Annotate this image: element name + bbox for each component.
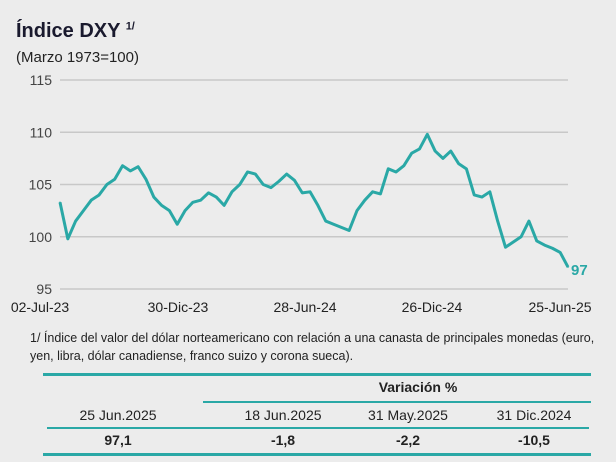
data-point — [442, 157, 444, 160]
data-point — [82, 209, 85, 212]
data-point — [246, 171, 249, 173]
y-tick-label: 105 — [29, 177, 53, 193]
data-point — [145, 178, 147, 181]
end-value-label: 97 — [571, 262, 588, 279]
data-point — [176, 223, 179, 226]
data-point — [121, 164, 124, 167]
data-point — [348, 229, 350, 232]
data-point — [215, 196, 218, 198]
data-point — [152, 196, 155, 198]
data-point — [481, 196, 483, 198]
col-header: 25 Jun.2025 — [79, 407, 157, 423]
group-header-rule — [203, 401, 591, 403]
line-chart: 115 110 105 100 95 02-Jul-23 30-Dic-23 28-Jun-2… — [11, 72, 592, 315]
data-point — [324, 220, 327, 222]
data-point — [168, 209, 171, 212]
data-point — [278, 180, 280, 183]
y-tick-label: 95 — [36, 281, 52, 297]
data-point — [262, 183, 265, 186]
value-cell: 97,1 — [104, 432, 132, 448]
data-point — [192, 201, 194, 204]
data-point — [457, 162, 460, 165]
data-point — [535, 240, 538, 242]
data-point — [129, 170, 132, 172]
x-tick-label: 02-Jul-23 — [11, 299, 70, 315]
x-tick-label: 25-Jun-25 — [528, 299, 591, 315]
data-point — [551, 247, 554, 250]
data-point — [379, 193, 382, 195]
value-cell: -10,5 — [518, 432, 550, 448]
data-point — [301, 192, 304, 194]
x-tick-label: 30-Dic-23 — [148, 299, 209, 315]
data-point — [340, 226, 343, 229]
data-point — [489, 191, 491, 193]
table-bottom-rule — [43, 453, 591, 456]
data-point — [160, 204, 163, 207]
data-point — [356, 209, 358, 212]
col-header: 31 Dic.2024 — [496, 407, 572, 423]
data-point — [238, 183, 241, 186]
data-point — [67, 238, 69, 240]
header-rule — [47, 427, 589, 429]
data-point — [410, 152, 413, 154]
data-point — [473, 194, 476, 196]
table-top-rule — [43, 373, 591, 376]
data-point — [496, 220, 499, 222]
data-point — [231, 191, 233, 193]
data-point — [309, 191, 311, 193]
data-point — [199, 199, 202, 201]
data-point — [317, 204, 319, 207]
data-point — [207, 192, 210, 194]
data-point — [543, 244, 546, 246]
data-point — [254, 173, 257, 175]
data-point — [559, 251, 561, 254]
col-header: 31 May.2025 — [368, 407, 448, 423]
data-point — [332, 223, 335, 226]
data-point — [426, 133, 429, 136]
data-point — [90, 199, 93, 201]
data-point — [184, 209, 186, 212]
col-header: 18 Jun.2025 — [244, 407, 322, 423]
data-point — [512, 241, 515, 243]
x-tick-label: 28-Jun-24 — [273, 299, 336, 315]
data-point — [434, 150, 436, 152]
data-point — [449, 150, 452, 152]
data-point — [223, 204, 225, 207]
data-point — [403, 164, 405, 167]
y-tick-label: 100 — [29, 229, 53, 245]
footnote: 1/ Índice del valor del dólar norteameri… — [30, 331, 595, 363]
data-point — [59, 201, 61, 204]
data-point — [567, 266, 569, 268]
chart-subtitle: (Marzo 1973=100) — [16, 49, 139, 66]
dxy-series-line — [58, 132, 570, 268]
data-point — [270, 186, 272, 189]
y-tick-label: 110 — [30, 124, 53, 140]
data-point — [418, 148, 421, 150]
data-point — [371, 191, 374, 193]
data-point — [395, 171, 397, 173]
data-point — [285, 173, 288, 175]
chart-title: Índice DXY 1/ — [16, 20, 135, 42]
data-point — [387, 168, 390, 170]
data-point — [113, 178, 116, 181]
data-point — [465, 168, 468, 170]
data-point — [106, 183, 108, 186]
y-tick-label: 115 — [30, 72, 53, 88]
data-point — [504, 246, 507, 248]
data-point — [528, 220, 530, 222]
data-point — [137, 165, 139, 168]
data-point — [520, 235, 522, 238]
value-cell: -1,8 — [270, 432, 296, 448]
data-point — [364, 199, 366, 201]
group-header: Variación % — [378, 379, 458, 395]
data-point — [293, 179, 296, 182]
data-point — [74, 220, 77, 222]
value-cell: -2,2 — [395, 432, 421, 448]
data-point — [98, 194, 100, 196]
x-tick-label: 26-Dic-24 — [402, 299, 463, 315]
